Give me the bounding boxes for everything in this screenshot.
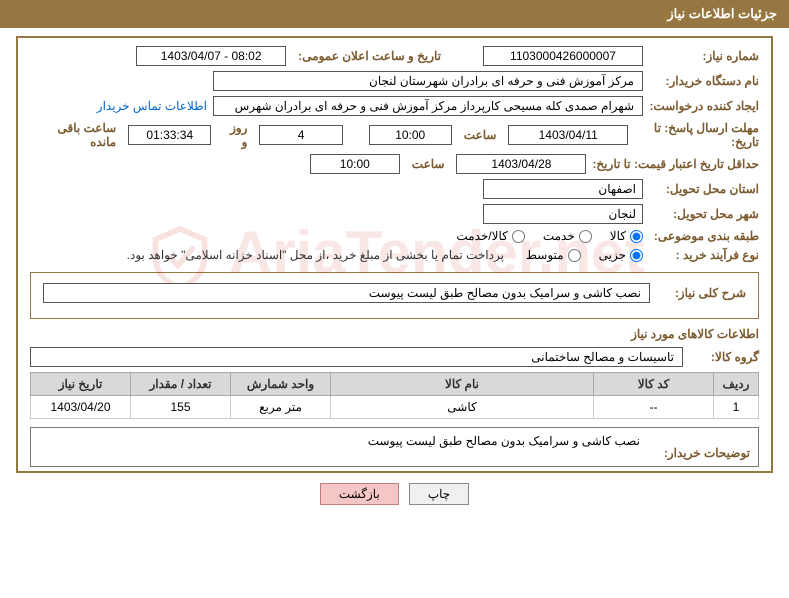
proc-medium-radio[interactable] [568,249,581,262]
requester-field: شهرام صمدی کله مسیحی کارپرداز مرکز آموزش… [213,96,643,116]
process-radio-group: جزیی متوسط [526,248,643,262]
cell-code: -- [594,396,714,419]
proc-medium-label: متوسط [526,248,564,262]
buyer-desc-box: توضیحات خریدار: نصب کاشی و سرامیک بدون م… [30,427,759,467]
print-button[interactable]: چاپ [409,483,469,505]
validity-time-field: 10:00 [310,154,400,174]
cat-service-label: خدمت [543,229,575,243]
table-row: 1 -- کاشی متر مربع 155 1403/04/20 [31,396,759,419]
proc-small-radio[interactable] [630,249,643,262]
announce-field: 1403/04/07 - 08:02 [136,46,286,66]
need-number-field: 1103000426000007 [483,46,643,66]
th-name: نام کالا [331,373,594,396]
need-number-label: شماره نیاز: [649,49,759,63]
cat-both-radio[interactable] [512,230,525,243]
goods-table: ردیف کد کالا نام کالا واحد شمارش تعداد /… [30,372,759,419]
treasury-note: پرداخت تمام یا بخشی از مبلغ خرید ،از محل… [127,248,504,262]
table-header-row: ردیف کد کالا نام کالا واحد شمارش تعداد /… [31,373,759,396]
validity-date-field: 1403/04/28 [456,154,586,174]
th-date: تاریخ نیاز [31,373,131,396]
page-title: جزئیات اطلاعات نیاز [667,6,777,21]
buyer-desc-text: نصب کاشی و سرامیک بدون مصالح طبق لیست پی… [39,434,640,460]
page-header: جزئیات اطلاعات نیاز [0,0,789,28]
group-field: تاسیسات و مصالح ساختمانی [30,347,683,367]
process-label: نوع فرآیند خرید : [649,248,759,262]
category-radio-group: کالا خدمت کالا/خدمت [456,229,643,243]
deadline-time-field: 10:00 [369,125,452,145]
cat-service-radio[interactable] [579,230,592,243]
province-label: استان محل تحویل: [649,182,759,196]
button-bar: چاپ بازگشت [0,483,789,505]
need-desc-label: شرح کلی نیاز: [656,286,746,300]
detail-section: شرح کلی نیاز: نصب کاشی و سرامیک بدون مصا… [30,272,759,319]
buyer-desc-label: توضیحات خریدار: [650,446,750,460]
cat-goods-label: کالا [610,229,626,243]
th-row: ردیف [714,373,759,396]
time-label-1: ساعت [458,128,503,142]
buyer-org-field: مرکز آموزش فنی و حرفه ای برادران شهرستان… [213,71,643,91]
days-field: 4 [259,125,342,145]
contact-link[interactable]: اطلاعات تماس خریدار [97,99,207,113]
city-field: لنجان [483,204,643,224]
remaining-label: ساعت باقی مانده [30,121,122,149]
announce-label: تاریخ و ساعت اعلان عمومی: [292,49,447,63]
buyer-org-label: نام دستگاه خریدار: [649,74,759,88]
group-label: گروه کالا: [689,350,759,364]
deadline-date-field: 1403/04/11 [508,125,628,145]
th-code: کد کالا [594,373,714,396]
deadline-label: مهلت ارسال پاسخ: تا تاریخ: [634,121,759,149]
requester-label: ایجاد کننده درخواست: [649,99,759,113]
cat-goods-radio[interactable] [630,230,643,243]
days-and-label: روز و [217,121,253,149]
cell-date: 1403/04/20 [31,396,131,419]
cat-both-label: کالا/خدمت [456,229,507,243]
th-unit: واحد شمارش [231,373,331,396]
cell-qty: 155 [131,396,231,419]
proc-small-label: جزیی [599,248,626,262]
cell-name: کاشی [331,396,594,419]
province-field: اصفهان [483,179,643,199]
time-label-2: ساعت [406,157,451,171]
cell-unit: متر مربع [231,396,331,419]
validity-label: حداقل تاریخ اعتبار قیمت: تا تاریخ: [592,157,759,171]
goods-section-title: اطلاعات کالاهای مورد نیاز [30,327,759,341]
th-qty: تعداد / مقدار [131,373,231,396]
return-button[interactable]: بازگشت [320,483,399,505]
main-panel: AriaTender.net شماره نیاز: 1103000426000… [16,36,773,473]
cell-row: 1 [714,396,759,419]
category-label: طبقه بندی موضوعی: [649,229,759,243]
countdown-field: 01:33:34 [128,125,211,145]
need-desc-field: نصب کاشی و سرامیک بدون مصالح طبق لیست پی… [43,283,650,303]
city-label: شهر محل تحویل: [649,207,759,221]
